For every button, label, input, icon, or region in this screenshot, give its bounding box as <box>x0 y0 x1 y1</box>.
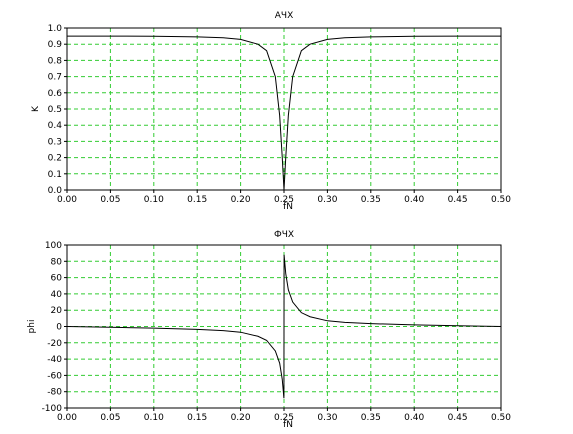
x-axis-label: fN <box>283 420 293 430</box>
y-tick-label: 0 <box>56 323 62 333</box>
chart-title: ФЧХ <box>274 230 294 240</box>
x-tick-label: 0.35 <box>361 413 381 423</box>
y-tick-label: 0.6 <box>48 89 63 99</box>
y-tick-label: 0.8 <box>48 56 63 66</box>
y-axis-label: phi <box>27 320 37 334</box>
x-tick-label: 0.30 <box>317 413 337 423</box>
x-tick-label: 0.25 <box>274 195 294 205</box>
x-tick-label: 0.00 <box>57 195 77 205</box>
y-tick-label: 0.9 <box>48 40 63 50</box>
chart-title: АЧХ <box>275 11 294 21</box>
x-tick-label: 0.40 <box>404 413 424 423</box>
y-tick-label: 0.4 <box>48 121 63 131</box>
x-tick-label: 0.50 <box>491 413 511 423</box>
y-tick-label: 0.7 <box>48 73 62 83</box>
y-tick-label: 80 <box>51 257 63 267</box>
y-tick-label: -40 <box>47 355 62 365</box>
y-tick-label: -20 <box>47 339 62 349</box>
x-tick-label: 0.10 <box>144 413 164 423</box>
x-tick-label: 0.15 <box>187 413 207 423</box>
series-line <box>66 254 502 399</box>
y-tick-label: 1.0 <box>48 24 63 34</box>
y-tick-label: 0.5 <box>48 105 62 115</box>
y-tick-label: 0.1 <box>48 170 62 180</box>
y-axis-label: K <box>31 105 41 112</box>
chart-1: 0.00 0.05 0.10 0.15 0.20 0.25 0.30 0.35 0.40 0.45… <box>31 11 511 212</box>
x-tick-label: 0.30 <box>317 195 337 205</box>
x-tick-label: 0.00 <box>57 413 77 423</box>
y-tick-label: 40 <box>51 290 63 300</box>
y-tick-label: 60 <box>51 274 63 284</box>
x-tick-label: 0.20 <box>231 195 251 205</box>
y-tick-label: 20 <box>51 306 63 316</box>
y-tick-label: 0.0 <box>48 186 63 196</box>
x-tick-label: 0.40 <box>404 195 424 205</box>
x-tick-label: 0.50 <box>491 195 511 205</box>
y-tick-label: 100 <box>45 241 62 251</box>
x-tick-label: 0.35 <box>361 195 381 205</box>
series-line <box>67 35 501 191</box>
y-tick-label: -80 <box>47 388 62 398</box>
x-tick-label: 0.15 <box>187 195 207 205</box>
x-tick-label: 0.05 <box>100 413 120 423</box>
x-tick-label: 0.45 <box>448 413 468 423</box>
chart-2: 0.00 0.05 0.10 0.15 0.20 0.25 0.30 0.35 0.40 0.45… <box>27 230 511 430</box>
x-tick-label: 0.45 <box>448 195 468 205</box>
y-tick-label: 0.3 <box>48 137 62 147</box>
x-axis-label: fN <box>283 202 293 212</box>
y-tick-label: 0.2 <box>48 154 62 164</box>
x-tick-label: 0.05 <box>100 195 120 205</box>
y-tick-label: -60 <box>47 371 62 381</box>
x-tick-label: 0.20 <box>231 413 251 423</box>
y-tick-label: -100 <box>42 404 63 414</box>
x-tick-label: 0.10 <box>144 195 164 205</box>
x-tick-label: 0.25 <box>274 413 294 423</box>
